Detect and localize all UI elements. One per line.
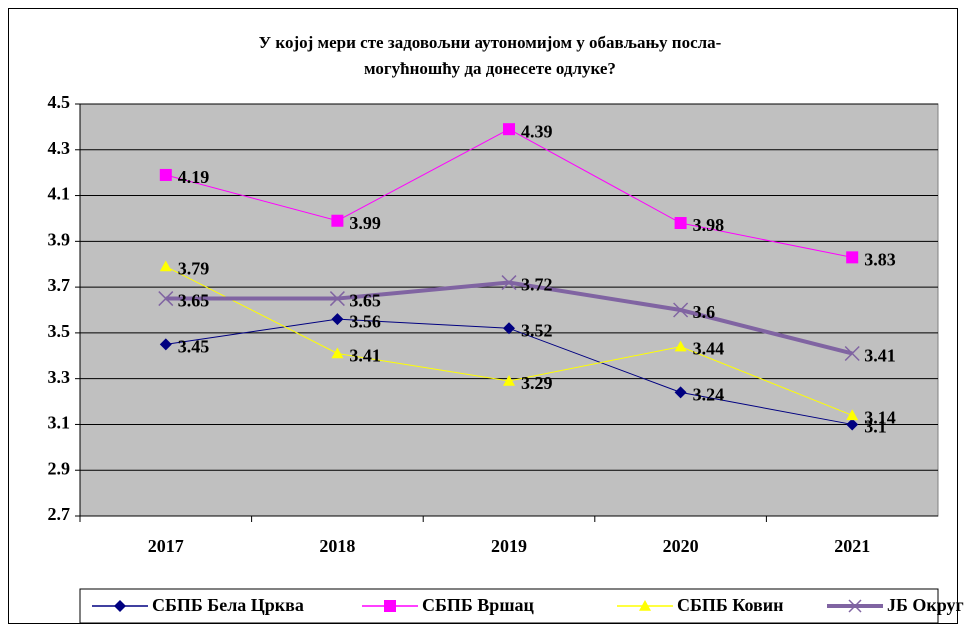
data-label: 3.72 (521, 275, 553, 295)
marker (503, 374, 515, 386)
marker (639, 600, 651, 611)
data-label: 3.45 (178, 336, 210, 356)
y-tick-label: 3.5 (48, 321, 71, 341)
marker (159, 338, 172, 351)
marker (503, 322, 515, 335)
y-tick-label: 3.7 (48, 275, 71, 295)
data-label: 3.44 (693, 339, 725, 359)
legend-label: ЈБ Округ (887, 595, 964, 615)
marker (331, 214, 344, 227)
y-tick-label: 2.7 (48, 504, 71, 524)
data-label: 3.65 (178, 291, 210, 311)
marker (844, 345, 860, 362)
data-label: 3.6 (693, 302, 716, 322)
y-tick-label: 3.1 (48, 413, 71, 433)
x-tick-label: 2021 (834, 536, 870, 556)
data-label: 3.98 (693, 215, 725, 235)
marker (331, 313, 344, 326)
data-label: 3.24 (693, 385, 725, 405)
marker (848, 599, 862, 613)
marker (331, 347, 344, 359)
legend-box (79, 588, 939, 624)
data-label: 3.79 (178, 259, 210, 279)
marker (384, 600, 396, 612)
y-tick-label: 4.1 (48, 184, 71, 204)
data-label: 3.41 (864, 346, 896, 366)
y-tick-label: 4.5 (48, 92, 71, 112)
marker (674, 217, 687, 230)
x-tick-label: 2017 (148, 536, 184, 556)
marker (158, 291, 174, 307)
data-label: 3.1 (864, 417, 887, 437)
marker (846, 409, 859, 421)
marker (674, 340, 687, 352)
data-label: 3.65 (349, 291, 381, 311)
data-label: 3.56 (349, 311, 381, 331)
y-tick-label: 3.3 (48, 367, 71, 387)
data-label: 4.19 (178, 167, 210, 187)
plot-area (79, 103, 939, 517)
data-label: 3.83 (864, 249, 896, 269)
legend-label: СБПБ Вршац (422, 595, 535, 615)
data-label: 3.41 (349, 346, 381, 366)
marker (673, 302, 689, 318)
legend-label: СБПБ Ковин (677, 595, 783, 615)
y-tick-label: 3.9 (48, 229, 71, 249)
data-label: 4.39 (521, 121, 553, 141)
marker (501, 275, 517, 291)
marker (503, 123, 515, 136)
marker (674, 386, 687, 399)
marker (846, 418, 859, 431)
marker (114, 600, 126, 612)
data-label: 3.29 (521, 373, 553, 393)
data-label: 3.52 (521, 320, 553, 340)
chart-title: У којој мери сте задовољни аутономијом у… (258, 33, 722, 78)
data-label: 3.99 (349, 213, 381, 233)
marker (159, 260, 172, 272)
y-tick-label: 2.9 (48, 458, 71, 478)
y-tick-label: 4.3 (48, 138, 71, 158)
x-tick-label: 2018 (319, 536, 355, 556)
legend-label: СБПБ Бела Црква (152, 595, 304, 615)
data-label: 3.14 (864, 407, 896, 427)
marker (329, 291, 345, 307)
marker (846, 251, 859, 264)
marker (159, 168, 172, 181)
x-tick-label: 2019 (491, 536, 527, 556)
x-tick-label: 2020 (663, 536, 699, 556)
